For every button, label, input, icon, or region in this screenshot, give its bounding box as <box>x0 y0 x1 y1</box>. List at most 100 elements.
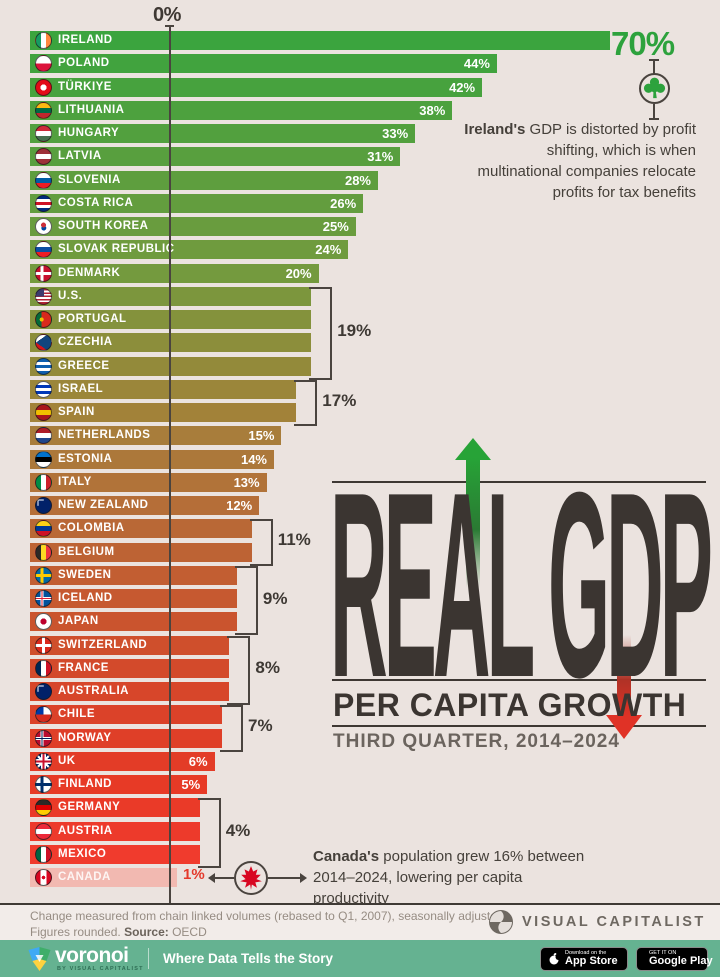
bar-row-iceland: ICELAND <box>30 589 237 608</box>
country-label: ESTONIA <box>58 452 113 465</box>
value-bracket-17 <box>294 379 318 427</box>
israel-flag-icon <box>35 380 52 398</box>
ireland-connector-line-top <box>653 61 655 74</box>
country-label: AUSTRIA <box>58 824 113 837</box>
value-label: 44% <box>463 56 490 72</box>
bar-row-south-korea: SOUTH KOREA 25% <box>30 217 356 236</box>
canada-arrow-right-icon <box>300 873 307 883</box>
country-label: HUNGARY <box>58 127 120 139</box>
country-label: UK <box>58 754 76 767</box>
bar-row-france: FRANCE <box>30 658 230 678</box>
visual-capitalist-name: VISUAL CAPITALIST <box>522 914 706 930</box>
country-label: FINLAND <box>58 778 112 790</box>
country-label: SLOVENIA <box>58 173 121 186</box>
value-bracket-7 <box>220 705 243 752</box>
google-play-badge[interactable]: GET IT ON Google Play <box>636 947 713 971</box>
bar-row-canada: CANADA <box>30 868 178 887</box>
ireland-value-label: 70% <box>611 25 675 62</box>
bar-row-sweden: SWEDEN <box>30 565 237 585</box>
country-label: SOUTH KOREA <box>58 220 149 232</box>
ireland-annotation-bold: Ireland's <box>464 121 526 138</box>
value-label: 31% <box>367 149 394 165</box>
bar-row-new-zealand: NEW ZEALAND 12% <box>30 496 260 515</box>
costa-rica-flag-icon <box>35 194 52 212</box>
bracket-value-label: 7% <box>248 716 273 736</box>
bracket-value-label: 17% <box>322 390 357 410</box>
portugal-flag-icon <box>35 311 52 328</box>
canada-arrow-left-icon <box>208 873 215 883</box>
bar-row-israel: ISRAEL <box>30 379 297 399</box>
value-label: 20% <box>285 265 312 281</box>
france-flag-icon <box>35 659 52 677</box>
norway-flag-icon <box>35 729 52 747</box>
hungary-flag-icon <box>35 125 52 142</box>
belgium-flag-icon <box>35 543 52 561</box>
value-label: 13% <box>233 474 260 490</box>
chart-subtitle: PER CAPITA GROWTH <box>333 687 687 723</box>
country-label: MEXICO <box>58 847 107 860</box>
country-label: CHILE <box>58 708 95 721</box>
google-play-badge-text: Google Play <box>649 955 713 968</box>
country-label: LITHUANIA <box>58 103 125 116</box>
country-label: CZECHIA <box>58 336 113 349</box>
italy-flag-icon <box>35 473 52 491</box>
bar-row-italy: ITALY 13% <box>30 472 267 492</box>
shamrock-icon <box>643 77 666 99</box>
austria-flag-icon <box>35 822 52 840</box>
voronoi-sub-brand: BY VISUAL CAPITALIST <box>57 966 144 972</box>
ireland-annotation-text: GDP is distorted by profit shifting, whi… <box>477 121 696 201</box>
country-label: SWITZERLAND <box>58 638 148 651</box>
country-label: NORWAY <box>58 731 112 744</box>
value-label: 33% <box>382 126 409 141</box>
canada-value-label: 1% <box>183 866 205 883</box>
footer-divider <box>0 903 720 905</box>
value-bracket-19 <box>309 286 333 380</box>
estonia-flag-icon <box>35 450 52 468</box>
sweden-flag-icon <box>35 566 52 584</box>
country-label: PORTUGAL <box>58 313 127 325</box>
axis-zero-tick <box>165 25 174 27</box>
bar-row-colombia: COLOMBIA <box>30 519 252 539</box>
value-label: 14% <box>240 451 267 467</box>
ireland-connector-tick-bottom <box>649 118 659 120</box>
up-arrow-icon <box>455 438 491 460</box>
lithuania-flag-icon <box>35 101 52 119</box>
visual-capitalist-brand: VISUAL CAPITALIST <box>488 908 706 936</box>
iceland-flag-icon <box>35 590 52 607</box>
ireland-connector-tick-top <box>649 59 659 61</box>
bracket-value-label: 9% <box>262 588 288 608</box>
bar-row-uk: UK 6% <box>30 751 215 771</box>
up-arrow-shaft <box>466 458 480 588</box>
country-label: NEW ZEALAND <box>58 499 149 511</box>
app-store-badge[interactable]: Download on the App Store <box>540 947 628 971</box>
u-s-flag-icon <box>35 287 52 305</box>
slovak-republic-flag-icon <box>35 241 52 259</box>
south-korea-flag-icon <box>35 218 52 235</box>
value-label: 28% <box>344 172 371 188</box>
maple-leaf-icon <box>240 866 262 890</box>
visual-capitalist-logo-icon <box>489 910 513 934</box>
uk-flag-icon <box>35 752 52 770</box>
country-label: COSTA RICA <box>58 196 134 209</box>
bar-row-poland: POLAND 44% <box>30 54 497 74</box>
value-bracket-8 <box>227 635 251 705</box>
bar-row-denmark: DENMARK 20% <box>30 263 319 283</box>
colombia-flag-icon <box>35 520 52 538</box>
chart-title: REAL GDP <box>330 434 713 733</box>
bar-row-t-rkiye: TÜRKIYE 42% <box>30 77 483 97</box>
slovenia-flag-icon <box>35 171 52 189</box>
switzerland-flag-icon <box>35 636 52 654</box>
country-label: IRELAND <box>58 34 113 46</box>
value-bracket-11 <box>249 519 273 566</box>
netherlands-flag-icon <box>35 427 52 445</box>
title-rule-top <box>332 481 706 483</box>
app-store-badge-text: App Store <box>565 955 618 968</box>
bracket-value-label: 11% <box>277 530 311 550</box>
country-label: COLOMBIA <box>58 522 125 535</box>
country-label: DENMARK <box>58 266 121 279</box>
down-arrow-icon <box>606 715 642 739</box>
denmark-flag-icon <box>35 264 52 282</box>
value-label: 24% <box>315 242 342 258</box>
ireland-annotation: Ireland's GDP is distorted by profit shi… <box>462 119 696 203</box>
value-bracket-4 <box>197 798 221 868</box>
